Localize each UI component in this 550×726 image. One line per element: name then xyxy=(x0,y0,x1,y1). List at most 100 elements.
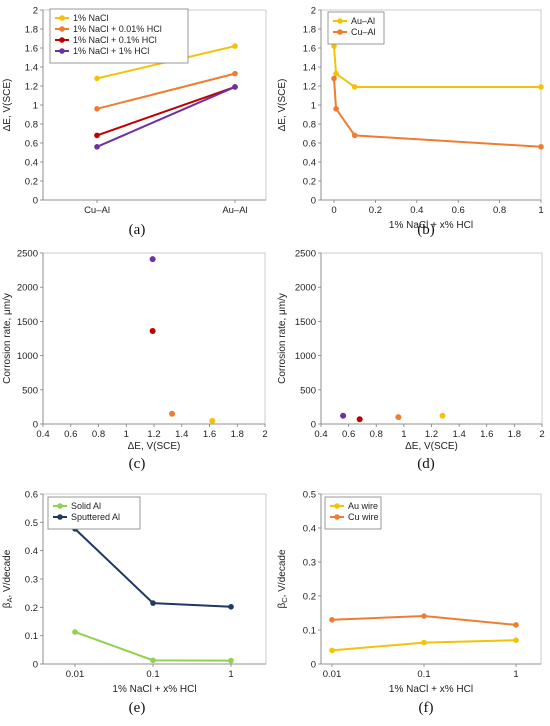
chart-a-legend-marker xyxy=(59,37,65,43)
chart-c-x-tick-label: 0.8 xyxy=(92,429,105,440)
chart-c-data-point xyxy=(149,256,156,263)
chart-f-data-point xyxy=(329,647,335,654)
chart-e-y-tick-label: 0.1 xyxy=(25,631,38,642)
chart-b-x-tick-label: 0.4 xyxy=(410,205,423,216)
chart-a-legend-label: 1% NaCl + 0.1% HCl xyxy=(73,35,157,45)
chart-d-y-axis-label: Corrosion rate, μm/y xyxy=(277,293,288,384)
chart-c-data-point xyxy=(169,410,176,417)
chart-a-y-tick-label: 1 xyxy=(33,101,38,112)
chart-b-y-tick-label: 1.8 xyxy=(303,25,316,36)
chart-a-legend-label: 1% NaCl + 0.01% HCl xyxy=(73,24,162,34)
chart-a-data-point xyxy=(94,132,100,139)
chart-a-series-line xyxy=(96,72,236,110)
chart-a-x-tick-label: Au–Al xyxy=(222,205,247,216)
chart-c-x-tick-label: 1.2 xyxy=(147,429,160,440)
chart-f-legend-box xyxy=(324,496,382,530)
chart-b-y-tick-label: 0.2 xyxy=(303,177,316,188)
chart-a-series-line xyxy=(96,86,236,148)
chart-d-data-point xyxy=(340,412,347,419)
chart-c-y-tick-label: 0 xyxy=(33,420,38,431)
chart-b-series-line xyxy=(333,46,541,88)
chart-d-data-point xyxy=(439,412,446,419)
chart-b-svg: 0 0.2 0.4 0.6 0.8 1 1.2 1.4 1.6 1.8 2 0 0.2 0.4 0.6 0.8… xyxy=(277,6,544,231)
chart-a-x-tick-label: Cu–Al xyxy=(84,205,110,216)
chart-f-data-point xyxy=(329,617,335,623)
chart-e-legend-label: Solid Al xyxy=(71,501,101,511)
chart-f-data-point xyxy=(421,613,427,619)
chart-d-y-tick-label: 2500 xyxy=(295,249,316,260)
chart-a-y-tick-label: 0 xyxy=(33,196,38,207)
chart-f-legend-marker xyxy=(334,503,340,509)
chart-a-y-tick-label: 0.6 xyxy=(25,139,38,150)
chart-c-x-tick-label: 1.4 xyxy=(175,429,188,440)
chart-f-y-tick-label: 0.3 xyxy=(303,558,316,569)
chart-e-x-tick-label: 0.1 xyxy=(146,669,159,680)
chart-a-data-point xyxy=(94,106,100,112)
chart-b-series-line xyxy=(333,78,542,148)
chart-e-svg: 0 0.1 0.2 0.3 0.4 0.5 0.6 0.01 0.1 1 βA, V/decade 1… xyxy=(2,490,267,695)
chart-b-x-tick-label: 0.8 xyxy=(493,205,506,216)
chart-b-y-tick-label: 2 xyxy=(311,6,316,17)
chart-b-data-point xyxy=(538,84,544,90)
chart-b-data-point xyxy=(331,43,337,49)
chart-a-data-point xyxy=(94,75,100,82)
chart-c-caption: (c) xyxy=(128,456,146,472)
chart-b-y-tick-label: 0 xyxy=(311,196,316,207)
chart-e-y-tick-label: 0 xyxy=(33,660,38,671)
chart-e-y-tick-label: 0.5 xyxy=(25,518,38,529)
chart-e-y-tick-label: 0.2 xyxy=(25,603,38,614)
chart-a-y-tick-label: 0.8 xyxy=(25,120,38,131)
chart-f-data-point xyxy=(513,622,519,628)
chart-b-y-tick-label: 0.6 xyxy=(303,139,316,150)
chart-d-x-tick-label: 0.4 xyxy=(314,429,327,440)
chart-d-x-tick-label: 0.6 xyxy=(342,429,355,440)
chart-d-x-tick-label: 1.4 xyxy=(453,429,466,440)
chart-panel-e: 0 0.1 0.2 0.3 0.4 0.5 0.6 0.01 0.1 1 βA, V/decade 1… xyxy=(0,480,275,726)
chart-e-y-tick-label: 0.4 xyxy=(25,546,38,557)
chart-e-data-point xyxy=(72,629,78,635)
chart-b-y-tick-label: 1 xyxy=(311,101,316,112)
chart-d-data-point xyxy=(395,414,402,421)
chart-a-series-line xyxy=(96,86,236,137)
chart-b-legend-marker xyxy=(337,18,343,24)
chart-b-x-tick-label: 0.2 xyxy=(369,205,382,216)
chart-b-data-point xyxy=(331,75,337,82)
chart-c-y-tick-label: 1500 xyxy=(17,317,38,328)
chart-a-y-tick-label: 0.2 xyxy=(25,177,38,188)
chart-a-data-point xyxy=(232,43,238,49)
chart-c-x-axis-label: ΔE, V(SCE) xyxy=(128,441,181,452)
chart-f-y-axis-label: βC, V/decade xyxy=(277,549,289,608)
chart-c-y-tick-label: 1000 xyxy=(17,351,38,362)
chart-d-x-tick-label: 1.6 xyxy=(480,429,493,440)
chart-e-data-point xyxy=(228,603,234,610)
chart-d-x-tick-label: 1 xyxy=(401,429,406,440)
chart-b-x-tick-label: 0 xyxy=(331,205,336,216)
chart-e-legend-marker xyxy=(57,503,63,509)
chart-f-caption: (f) xyxy=(418,700,434,716)
chart-e-legend-marker xyxy=(57,514,63,520)
chart-f-y-tick-label: 0.2 xyxy=(303,592,316,603)
chart-e-legend-box xyxy=(47,496,141,530)
chart-d-plot-border xyxy=(320,252,543,425)
chart-f-y-tick-label: 0 xyxy=(311,660,316,671)
chart-f-x-axis-label: 1% NaCl + x% HCl xyxy=(389,684,473,695)
chart-c-data-point xyxy=(209,417,216,424)
chart-b-legend-label: Au–Al xyxy=(351,16,375,26)
chart-f-legend-marker xyxy=(334,514,340,520)
chart-f-svg: 0 0.1 0.2 0.3 0.4 0.5 0.01 0.1 1 βC, V/decade 1% N… xyxy=(277,490,542,695)
chart-c-y-tick-label: 2500 xyxy=(17,249,38,260)
chart-c-y-tick-label: 500 xyxy=(22,385,38,396)
chart-c-x-tick-label: 0.4 xyxy=(36,429,49,440)
chart-panel-a: 0 0.2 0.4 0.6 0.8 1 1.2 1.4 1.6 1.8 2 Cu–Al Au–Al ΔE,… xyxy=(0,0,275,242)
chart-f-x-tick-label: 1 xyxy=(513,669,518,680)
chart-d-x-tick-label: 1.8 xyxy=(508,429,521,440)
chart-e-legend-label: Sputtered Al xyxy=(71,512,120,522)
chart-b-data-point xyxy=(538,144,544,150)
chart-d-y-tick-label: 2000 xyxy=(295,283,316,294)
chart-b-y-tick-label: 1.2 xyxy=(303,82,316,93)
chart-c-y-axis-label: Corrosion rate, μm/y xyxy=(2,293,13,384)
chart-a-y-tick-label: 2 xyxy=(33,6,38,17)
chart-c-y-tick-label: 2000 xyxy=(17,283,38,294)
chart-c-data-point xyxy=(149,327,156,334)
chart-a-data-point xyxy=(232,84,238,90)
